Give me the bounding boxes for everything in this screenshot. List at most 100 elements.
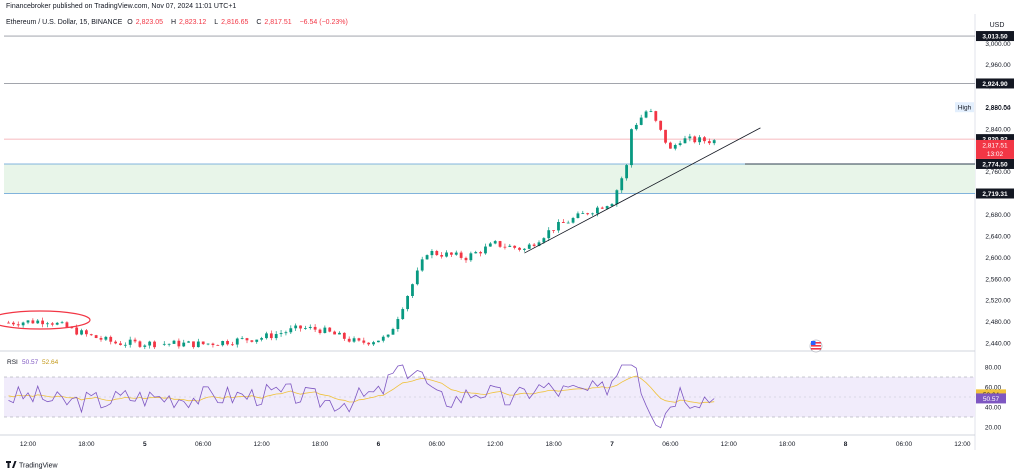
candle-body — [474, 252, 478, 254]
high-tag-label: High — [958, 105, 972, 112]
candle-body — [488, 243, 492, 247]
high-value-label: 2,880.54 — [985, 105, 1011, 112]
ohlc-close: C 2,817.51 — [256, 19, 292, 26]
support-zone-fill — [4, 163, 975, 194]
horizontal-levels — [4, 35, 975, 165]
candle-body — [386, 334, 390, 337]
price-tick-label: 2,840.00 — [985, 126, 1011, 133]
candle-body — [566, 222, 570, 224]
candle-body — [527, 244, 531, 249]
candle-body — [450, 252, 453, 255]
time-tick-label: 12:00 — [20, 441, 37, 448]
rsi-value: 50.57 — [22, 359, 39, 366]
candle-body — [182, 342, 186, 347]
candle-body — [240, 338, 244, 339]
candle-body — [279, 333, 283, 335]
candle-body — [571, 218, 575, 223]
last-price-badge — [976, 139, 1014, 159]
candle-body — [649, 111, 653, 112]
level-badge — [976, 188, 1014, 199]
candle-body — [454, 252, 458, 255]
candle-body — [659, 120, 663, 130]
candle-body — [70, 327, 74, 329]
price-tick-label: 2,440.00 — [985, 341, 1011, 348]
time-tick-label: 8 — [844, 441, 848, 448]
candle-body — [673, 144, 677, 149]
candle-body — [479, 252, 482, 254]
candles — [7, 108, 716, 350]
time-tick-labels: 12:00 18:00 5 06:00 12:00 18:00 6 06:00 12:00 18:… — [20, 441, 971, 448]
candle-body — [313, 326, 317, 330]
price-tick-label: 2,680.00 — [985, 212, 1011, 219]
candle-body — [308, 326, 312, 329]
symbol-name[interactable]: Ethereum / U.S. Dollar, 15, BINANCE — [6, 19, 123, 26]
candle-body — [221, 341, 225, 346]
candle-body — [104, 336, 108, 340]
candle-body — [333, 331, 336, 335]
ohlc-open: O 2,823.05 — [127, 19, 163, 26]
candle-body — [338, 332, 341, 335]
candle-body — [260, 338, 263, 340]
candle-body — [143, 345, 147, 347]
candle-body — [367, 342, 371, 345]
candle-body — [85, 330, 88, 335]
candle-body — [411, 284, 414, 296]
candle-body — [557, 221, 560, 231]
countdown-label: 13:02 — [987, 151, 1004, 158]
trendline — [524, 127, 761, 254]
candle-body — [600, 207, 604, 209]
candle-body — [36, 320, 40, 324]
time-tick-label: 18:00 — [779, 441, 796, 448]
candle-body — [323, 327, 327, 333]
candle-body — [250, 340, 254, 342]
rsi-ma-value: 52.64 — [42, 359, 59, 366]
candle-body — [377, 340, 380, 343]
candle-body — [347, 338, 351, 342]
candle-body — [537, 242, 541, 246]
candle-body — [634, 124, 638, 130]
candle-body — [401, 309, 405, 320]
candle-body — [148, 341, 152, 346]
candle-body — [561, 221, 565, 223]
annotations: High 2,880.54 — [0, 102, 1011, 330]
candle-body — [226, 341, 229, 345]
candle-body — [119, 343, 122, 346]
price-tick-label: 2,640.00 — [985, 233, 1011, 240]
candle-body — [508, 245, 512, 247]
candle-body — [304, 328, 307, 329]
candle-body — [425, 255, 429, 260]
candle-body — [435, 251, 439, 256]
candle-body — [41, 320, 44, 325]
candle-body — [26, 320, 30, 323]
candle-body — [493, 241, 497, 244]
flag-icon[interactable] — [809, 339, 823, 353]
candle-body — [372, 342, 375, 345]
candle-body — [216, 345, 220, 346]
candle-body — [255, 339, 259, 342]
time-tick-label: 06:00 — [195, 441, 212, 448]
rsi-badge — [976, 393, 1006, 404]
tradingview-logo[interactable]: TradingView — [6, 461, 58, 470]
candle-body — [328, 327, 332, 332]
candle-body — [498, 241, 502, 247]
candle-body — [503, 246, 507, 248]
price-tick-label: 2,760.00 — [985, 169, 1011, 176]
price-tick-label: 2,960.00 — [985, 62, 1011, 69]
time-tick-label: 18:00 — [545, 441, 562, 448]
candle-body — [518, 247, 521, 250]
level-badge-label: 2,774.50 — [982, 161, 1008, 168]
candle-body — [294, 325, 298, 329]
price-tick-label: 2,520.00 — [985, 298, 1011, 305]
candle-body — [532, 244, 536, 246]
time-tick-label: 12:00 — [954, 441, 971, 448]
candle-body — [289, 328, 293, 333]
candle-body — [16, 324, 20, 326]
rsi-tick-label: 60.00 — [985, 385, 1002, 392]
candle-body — [352, 338, 356, 342]
candle-body — [94, 335, 98, 339]
candle-body — [688, 136, 692, 139]
candle-body — [123, 344, 127, 346]
candle-body — [128, 339, 132, 345]
candle-body — [342, 332, 346, 339]
